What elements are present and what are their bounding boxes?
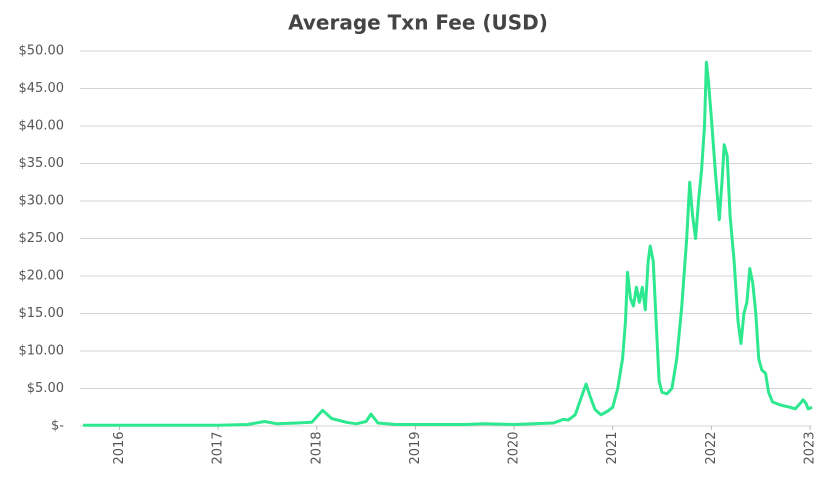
x-tick-label: 2021 [605,431,620,464]
x-tick-label: 2023 [803,431,818,464]
y-tick-label: $20.00 [19,269,65,284]
series-line [83,60,813,427]
y-tick-label: $15.00 [19,306,65,321]
x-tick-label: 2018 [309,431,324,464]
y-tick-label: $- [51,419,64,434]
y-tick-label: $40.00 [19,119,65,134]
x-tick-label: 2020 [507,431,522,464]
y-tick-label: $35.00 [19,156,65,171]
x-tick-label: 2019 [408,431,423,464]
y-tick-label: $25.00 [19,231,65,246]
x-tick-label: 2017 [211,431,226,464]
chart-title: Average Txn Fee (USD) [288,11,548,35]
y-tick-label: $10.00 [19,344,65,359]
y-tick-label: $50.00 [19,44,65,59]
y-tick-label: $30.00 [19,194,65,209]
y-tick-label: $45.00 [19,81,65,96]
x-tick-label: 2016 [112,431,127,464]
y-tick-label: $5.00 [27,381,64,396]
x-tick-label: 2022 [704,431,719,464]
